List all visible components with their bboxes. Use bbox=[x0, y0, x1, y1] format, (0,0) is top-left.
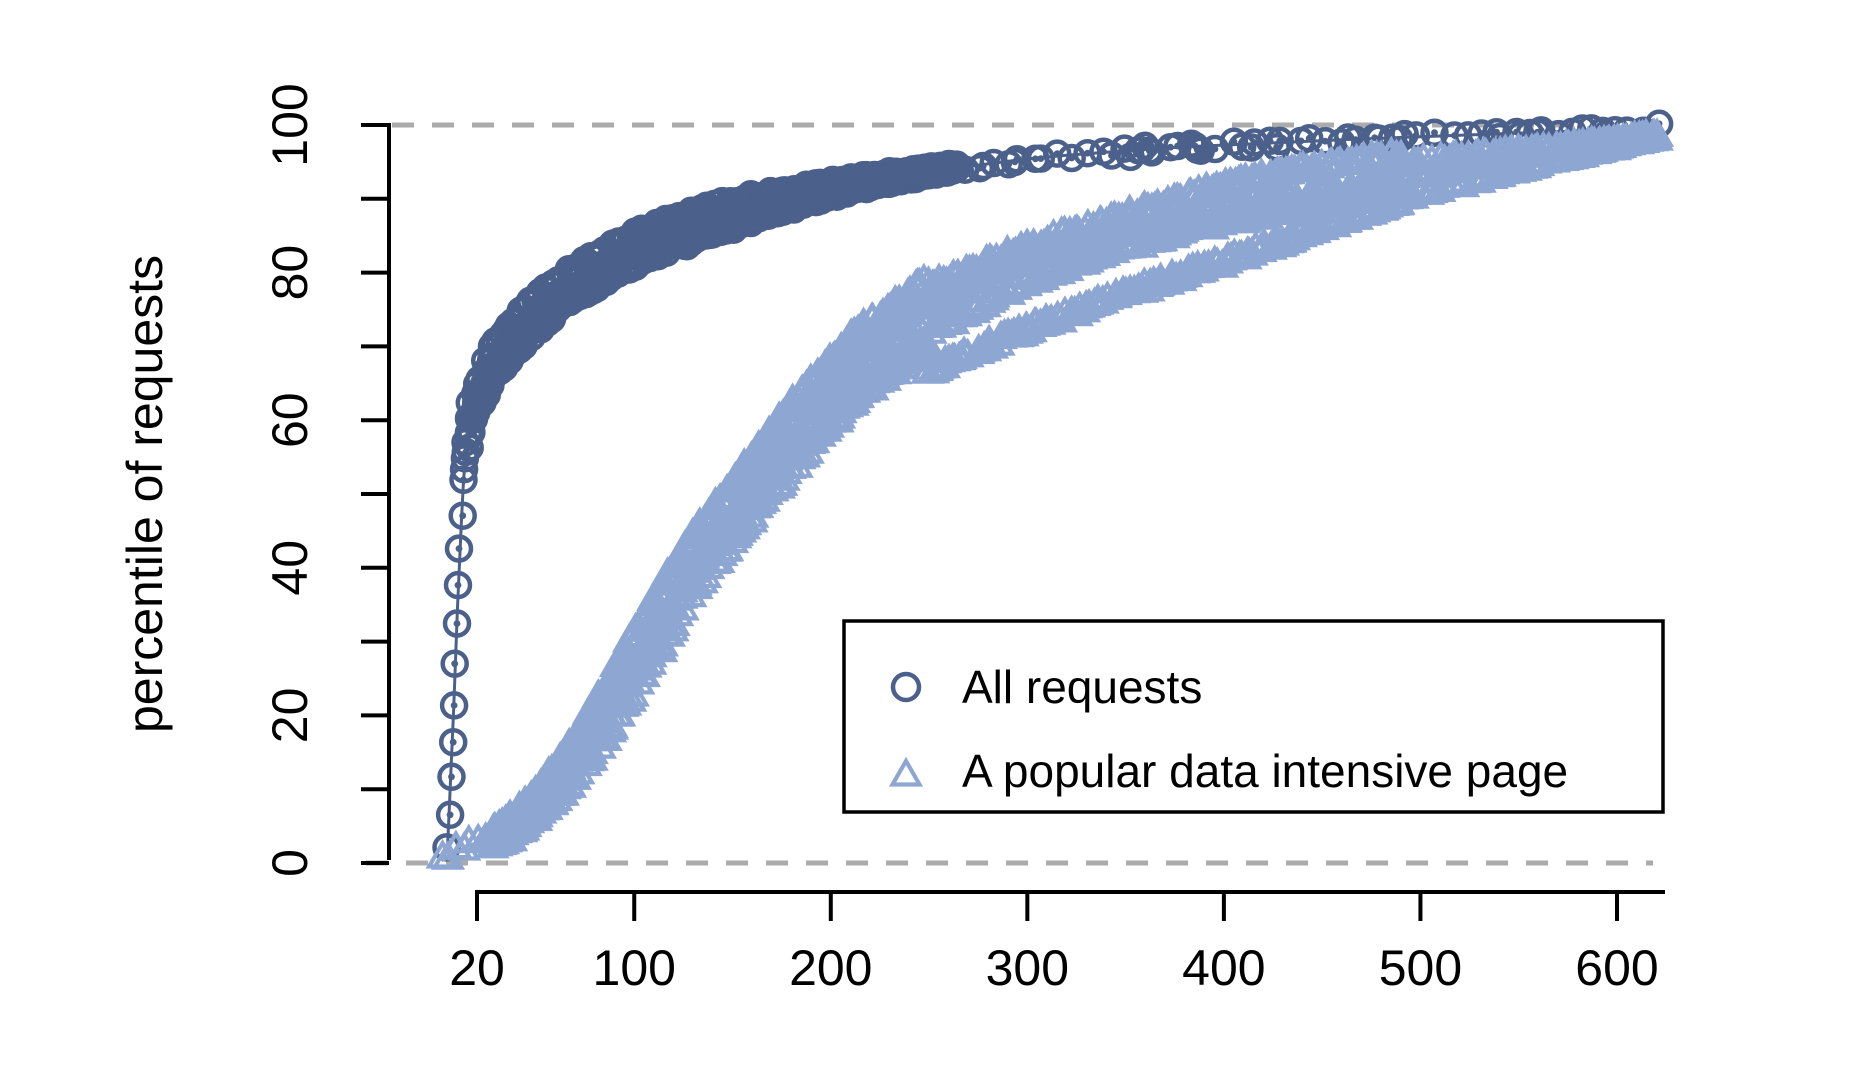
legend: All requests A popular data intensive pa… bbox=[842, 619, 1665, 814]
x-tick-label: 500 bbox=[1379, 940, 1462, 996]
y-tick-label: 80 bbox=[262, 245, 318, 301]
x-tick-label: 20 bbox=[449, 940, 505, 996]
legend-item-popular-page: A popular data intensive page bbox=[893, 745, 1568, 797]
legend-label-all-requests: All requests bbox=[962, 661, 1202, 713]
y-axis: 0 20 40 60 80 100 bbox=[262, 83, 391, 877]
y-ticks bbox=[361, 123, 389, 865]
y-tick-label: 0 bbox=[262, 849, 318, 877]
x-tick-label: 200 bbox=[789, 940, 872, 996]
y-tick-label: 40 bbox=[262, 540, 318, 596]
x-ticks bbox=[475, 892, 1619, 921]
x-tick-label: 300 bbox=[986, 940, 1069, 996]
legend-box bbox=[842, 619, 1665, 814]
x-tick-labels: 20 100 200 300 400 500 600 bbox=[449, 940, 1659, 996]
legend-item-all-requests: All requests bbox=[893, 661, 1202, 713]
y-tick-label: 20 bbox=[262, 688, 318, 744]
legend-label-popular-page: A popular data intensive page bbox=[962, 745, 1568, 797]
series-all-requests bbox=[435, 112, 1672, 860]
y-tick-labels: 0 20 40 60 80 100 bbox=[262, 83, 318, 877]
y-tick-label: 100 bbox=[262, 83, 318, 166]
x-tick-label: 400 bbox=[1182, 940, 1265, 996]
data-point-marker bbox=[1060, 146, 1084, 170]
y-axis-title: percentile of requests bbox=[117, 255, 173, 733]
x-tick-label: 100 bbox=[593, 940, 676, 996]
x-tick-label: 600 bbox=[1575, 940, 1658, 996]
x-axis: 20 100 200 300 400 500 600 bbox=[449, 890, 1665, 996]
series-popular-page bbox=[429, 121, 1670, 867]
y-tick-label: 60 bbox=[262, 392, 318, 448]
